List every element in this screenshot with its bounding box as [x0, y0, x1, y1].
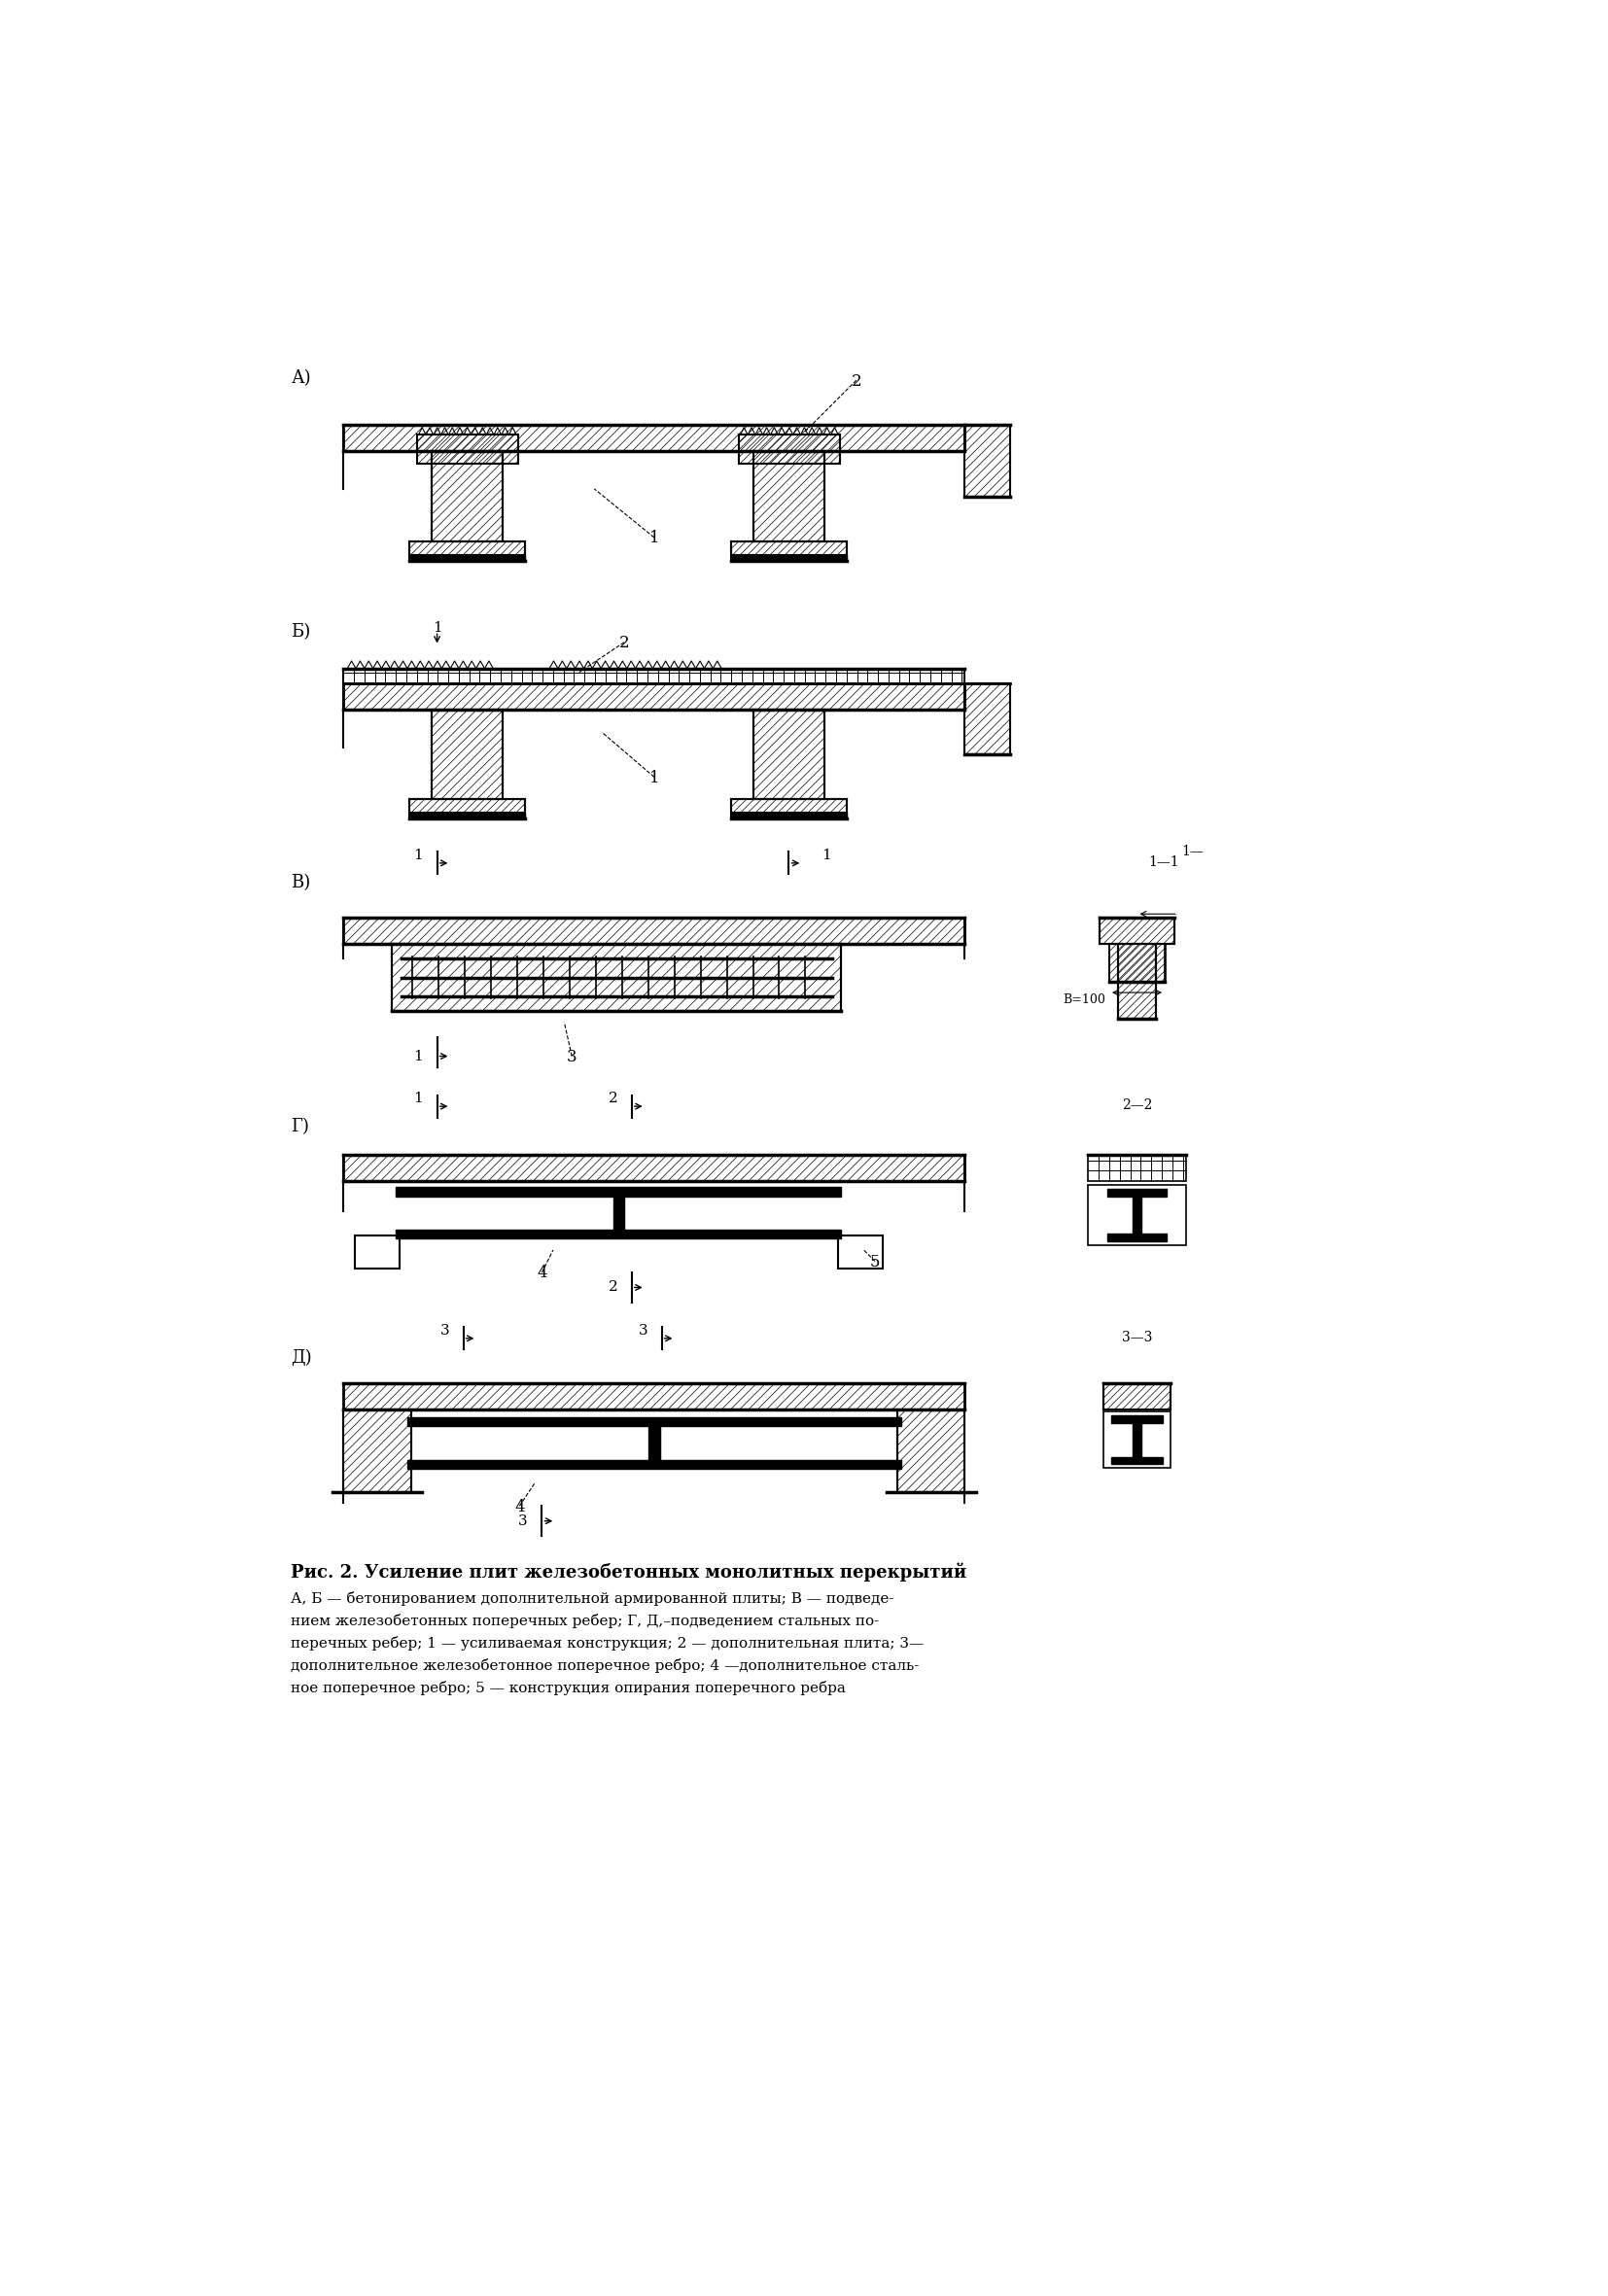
Text: 3: 3 — [638, 1325, 648, 1339]
Text: Г): Г) — [291, 1118, 309, 1134]
Bar — [650, 1426, 661, 1460]
Bar — [392, 944, 841, 1010]
Bar — [410, 556, 524, 560]
Text: нием железобетонных поперечных ребер; Г, Д,–подведением стальных по-: нием железобетонных поперечных ребер; Г,… — [291, 1614, 880, 1628]
Bar — [344, 1155, 965, 1180]
Bar — [355, 1235, 400, 1270]
Text: 1—: 1— — [1182, 845, 1204, 859]
Text: 1: 1 — [650, 769, 659, 785]
Text: 2: 2 — [608, 1281, 617, 1295]
Bar — [754, 452, 825, 542]
Bar — [1111, 1456, 1163, 1465]
Bar — [344, 1382, 965, 1410]
Bar — [344, 668, 965, 684]
Bar — [1089, 1155, 1185, 1180]
Bar — [838, 1235, 883, 1270]
Text: 3: 3 — [441, 1325, 449, 1339]
Text: ное поперечное ребро; 5 — конструкция опирания поперечного ребра: ное поперечное ребро; 5 — конструкция оп… — [291, 1681, 846, 1697]
Bar — [732, 556, 846, 560]
Text: 2: 2 — [851, 372, 862, 390]
Bar — [344, 1410, 412, 1492]
Text: 2—2: 2—2 — [1122, 1100, 1153, 1114]
Bar — [1103, 1382, 1171, 1410]
Text: 2: 2 — [608, 1093, 617, 1107]
Bar — [732, 813, 846, 820]
Text: Б): Б) — [291, 625, 310, 641]
Text: 1: 1 — [413, 1093, 423, 1107]
Bar — [1132, 1424, 1142, 1456]
Bar — [344, 918, 965, 944]
Bar — [1111, 1414, 1163, 1424]
Text: 1: 1 — [650, 530, 659, 546]
Text: 1—1: 1—1 — [1148, 856, 1179, 870]
Bar — [1110, 944, 1166, 980]
Bar — [416, 434, 518, 464]
Text: 4: 4 — [515, 1499, 524, 1515]
Bar — [407, 1460, 900, 1469]
Bar — [1100, 918, 1174, 944]
Text: 4: 4 — [537, 1265, 547, 1281]
Text: 3: 3 — [566, 1049, 577, 1065]
Text: 1: 1 — [413, 850, 423, 863]
Bar — [732, 542, 846, 556]
Bar — [407, 1417, 900, 1426]
Bar — [1118, 944, 1156, 1019]
Bar — [965, 425, 1010, 496]
Text: Рис. 2. Усиление плит железобетонных монолитных перекрытий: Рис. 2. Усиление плит железобетонных мон… — [291, 1564, 966, 1582]
Bar — [1132, 1196, 1142, 1233]
Bar — [410, 542, 524, 556]
Text: А, Б — бетонированием дополнительной армированной плиты; В — подведе-: А, Б — бетонированием дополнительной арм… — [291, 1591, 894, 1605]
Bar — [613, 1196, 624, 1231]
Bar — [433, 452, 503, 542]
Bar — [433, 709, 503, 799]
Bar — [738, 434, 839, 464]
Text: 3: 3 — [518, 1513, 527, 1527]
Text: дополнительное железобетонное поперечное ребро; 4 —дополнительное сталь-: дополнительное железобетонное поперечное… — [291, 1658, 920, 1674]
Text: Д): Д) — [291, 1350, 312, 1366]
Bar — [732, 799, 846, 813]
Bar — [897, 1410, 965, 1492]
Bar — [344, 425, 965, 452]
Bar — [396, 1187, 841, 1196]
Bar — [1106, 1233, 1167, 1242]
Text: В): В) — [291, 875, 310, 891]
Bar — [754, 709, 825, 799]
Text: 1: 1 — [822, 850, 831, 863]
Text: перечных ребер; 1 — усиливаемая конструкция; 2 — дополнительная плита; 3—: перечных ребер; 1 — усиливаемая конструк… — [291, 1637, 925, 1651]
Text: А): А) — [291, 370, 312, 386]
Bar — [410, 813, 524, 820]
Text: В=100: В=100 — [1063, 994, 1106, 1006]
Text: 3—3: 3—3 — [1122, 1332, 1153, 1345]
Bar — [396, 1231, 841, 1240]
Bar — [1106, 1189, 1167, 1196]
Bar — [1089, 1185, 1185, 1244]
Bar — [410, 799, 524, 813]
Text: 1: 1 — [413, 1049, 423, 1063]
Text: 2: 2 — [619, 634, 629, 652]
Text: 1: 1 — [433, 622, 442, 636]
Bar — [1103, 1412, 1171, 1467]
Bar — [344, 684, 965, 709]
Bar — [965, 684, 1010, 755]
Text: 5: 5 — [870, 1254, 880, 1270]
